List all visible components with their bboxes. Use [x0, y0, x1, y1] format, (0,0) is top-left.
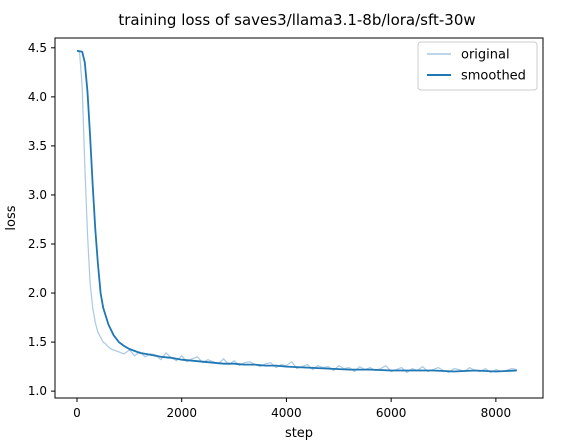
y-tick-label: 1.5: [28, 335, 47, 349]
x-tick-label: 2000: [166, 406, 197, 420]
y-tick-label: 3.0: [28, 188, 47, 202]
y-tick-label: 4.5: [28, 41, 47, 55]
y-tick-label: 1.0: [28, 384, 47, 398]
y-axis-label: loss: [4, 205, 19, 230]
x-tick-label: 4000: [271, 406, 302, 420]
y-axis: 1.0 1.5 2.0 2.5 3.0 3.5 4.0 4.5: [28, 41, 55, 398]
y-tick-label: 4.0: [28, 90, 47, 104]
legend-label-smoothed: smoothed: [461, 69, 526, 84]
x-tick-label: 0: [73, 406, 81, 420]
series-layer: [76, 49, 517, 374]
x-axis-label: step: [285, 426, 313, 441]
chart-title: training loss of saves3/llama3.1-8b/lora…: [118, 11, 475, 29]
series-line-original: [76, 50, 517, 374]
legend: original smoothed: [417, 41, 538, 91]
x-tick-label: 8000: [481, 406, 512, 420]
y-tick-label: 2.0: [28, 286, 47, 300]
series-line-smoothed: [76, 49, 517, 373]
legend-label-original: original: [461, 48, 510, 63]
y-tick-label: 3.5: [28, 139, 47, 153]
x-axis: 0 2000 4000 6000 8000: [73, 398, 511, 420]
x-tick-label: 6000: [376, 406, 407, 420]
y-tick-label: 2.5: [28, 237, 47, 251]
plot-frame: [54, 37, 544, 399]
